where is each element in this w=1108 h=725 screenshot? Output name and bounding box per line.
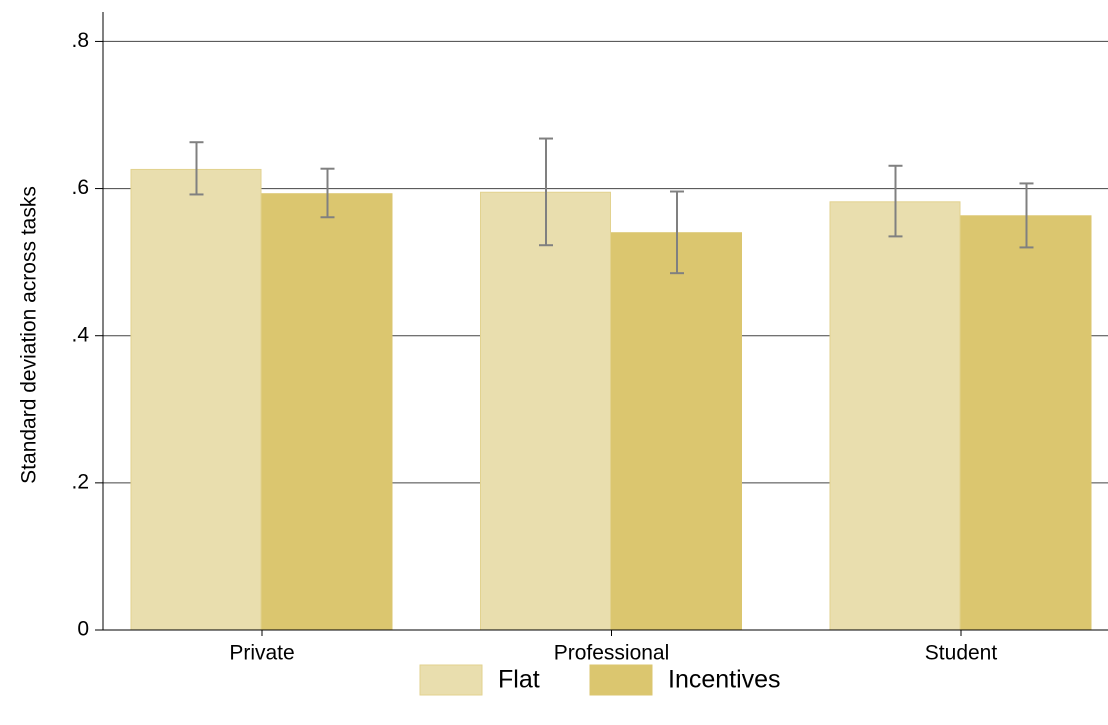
y-tick-label: .4 [71, 323, 89, 346]
x-tick-label: Student [925, 642, 998, 665]
bar [480, 191, 611, 631]
y-axis-label: Standard deviation across tasks [18, 186, 41, 484]
bar [611, 232, 742, 631]
x-tick-label: Professional [554, 642, 670, 665]
legend-swatch [589, 664, 653, 696]
legend-label: Flat [498, 666, 540, 694]
y-tick-label: .2 [71, 470, 89, 493]
legend-label: Incentives [668, 666, 781, 694]
bar [829, 201, 961, 631]
y-tick-label: .8 [71, 29, 89, 52]
bar [130, 168, 262, 631]
y-tick-label: .6 [71, 176, 89, 199]
legend-swatch [419, 664, 483, 696]
bar [261, 193, 393, 631]
bar [960, 215, 1092, 631]
x-tick-label: Private [229, 642, 294, 665]
y-tick-label: 0 [77, 618, 89, 641]
